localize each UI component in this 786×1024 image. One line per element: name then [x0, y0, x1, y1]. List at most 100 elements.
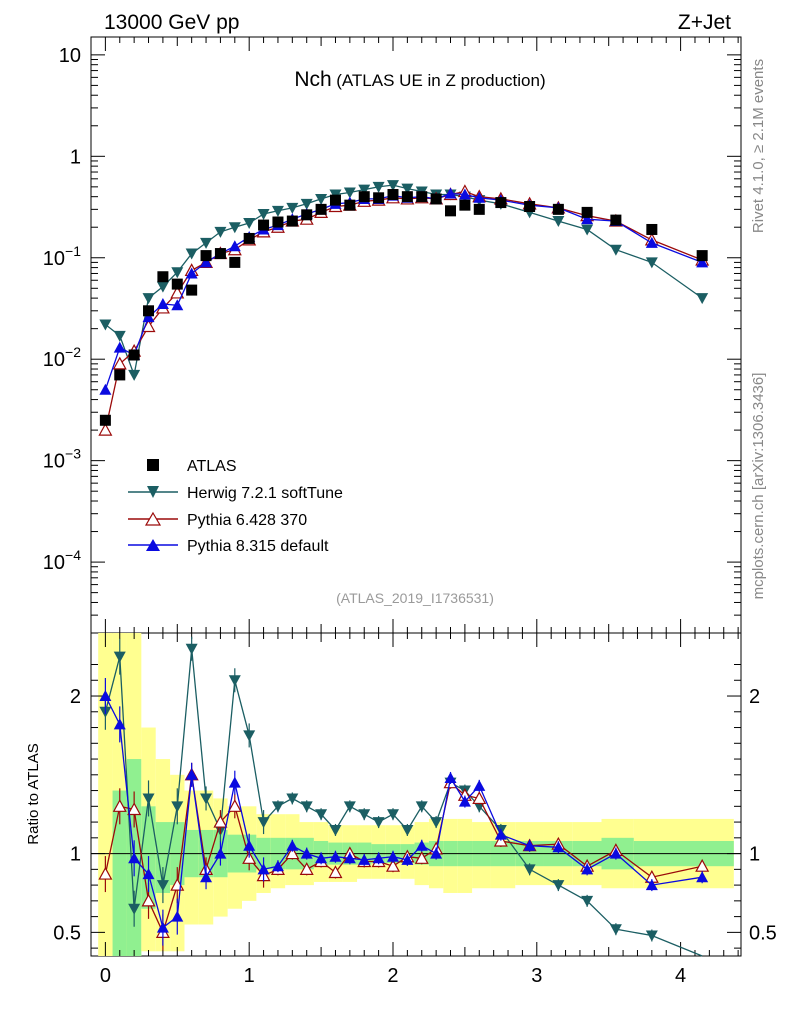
ratio-point-pythia8: [300, 847, 313, 859]
main-point-atlas: [416, 191, 428, 203]
ratio-point-herwig: [523, 864, 536, 876]
ratio-point-pythia8: [552, 841, 565, 853]
main-point-pythia8: [696, 256, 709, 268]
main-point-atlas: [214, 248, 226, 260]
ratio-point-herwig: [113, 651, 126, 663]
ratio-y-tick-label-right: 2: [749, 686, 760, 708]
ratio-point-pythia8: [494, 828, 507, 840]
main-series: [98, 180, 710, 436]
main-point-atlas: [272, 216, 284, 228]
main-point-atlas: [329, 194, 341, 206]
main-point-atlas: [430, 193, 442, 205]
main-point-herwig: [185, 248, 198, 260]
main-point-herwig: [171, 267, 184, 279]
ratio-point-herwig: [243, 730, 256, 742]
ratio-point-pythia8: [271, 860, 284, 872]
ratio-point-herwig: [343, 801, 356, 813]
ratio-point-herwig: [171, 801, 184, 813]
main-point-atlas: [495, 197, 507, 209]
main-point-atlas: [186, 284, 198, 296]
ratio-point-herwig: [430, 817, 443, 829]
ratio-point-pythia8: [609, 847, 622, 859]
ratio-point-pythia6: [227, 799, 242, 812]
ratio-point-herwig: [552, 880, 565, 892]
ratio-point-pythia8: [228, 776, 241, 788]
ratio-point-herwig: [581, 895, 594, 907]
main-point-pythia8: [156, 298, 169, 310]
ratio-plot-frame: [90, 632, 742, 957]
header-beam-label: 13000 GeV pp: [104, 11, 239, 34]
main-point-atlas: [581, 206, 593, 218]
ratio-point-pythia8: [581, 863, 594, 875]
axes-ticks: 10 1 10−1 10−2 10−3 10−4 0.5 0.5 1 1 2 2 0 1 2 3 4: [43, 37, 777, 987]
main-point-atlas: [200, 250, 212, 262]
ratio-point-pythia8: [329, 850, 342, 862]
main-point-herwig: [257, 208, 270, 220]
main-point-atlas: [459, 199, 471, 211]
main-point-herwig: [358, 184, 371, 196]
main-point-atlas: [301, 209, 313, 221]
ratio-point-pythia6: [127, 802, 142, 816]
main-point-herwig: [243, 218, 256, 230]
main-point-atlas: [114, 369, 126, 381]
ratio-point-pythia8: [473, 779, 486, 791]
x-tick-label: 2: [387, 965, 398, 987]
ratio-point-herwig: [415, 801, 428, 813]
ratio-point-herwig: [645, 930, 658, 942]
main-point-atlas: [445, 205, 457, 217]
ratio-line-herwig: [104, 648, 703, 957]
main-point-herwig: [609, 244, 622, 256]
ratio-point-pythia6: [385, 858, 401, 872]
legend-marker-atlas: [147, 459, 159, 471]
ratio-line-pythia8: [104, 695, 703, 929]
main-y-tick-label: 1: [70, 146, 81, 168]
ratio-point-pythia6: [141, 893, 156, 907]
ratio-point-pythia6: [285, 846, 300, 860]
ratio-point-pythia6: [472, 791, 487, 805]
x-tick-label: 4: [675, 965, 686, 987]
main-point-atlas: [387, 189, 399, 201]
ratio-point-pythia6: [213, 814, 228, 828]
main-point-herwig: [372, 181, 385, 193]
ratio-point-pythia8: [113, 718, 126, 730]
x-tick-label: 3: [531, 965, 542, 987]
main-point-atlas: [646, 223, 658, 235]
main-line-pythia6: [104, 190, 703, 431]
legend-marker-pythia6: [144, 511, 162, 526]
main-point-pythia8: [185, 267, 198, 279]
main-point-herwig: [286, 202, 299, 214]
main-point-herwig: [386, 180, 399, 192]
main-point-pythia8: [113, 341, 126, 353]
main-point-herwig: [99, 319, 112, 331]
main-point-herwig: [200, 237, 213, 249]
main-point-atlas: [552, 203, 564, 215]
legend-marker-herwig: [147, 486, 159, 498]
main-point-atlas: [473, 203, 485, 215]
main-point-atlas: [243, 232, 255, 244]
main-point-herwig: [128, 369, 141, 381]
ratio-y-tick-label-right: 0.5: [749, 922, 777, 944]
main-point-atlas: [286, 215, 298, 227]
header-process-label: Z+Jet: [678, 11, 731, 34]
ratio-point-herwig: [286, 793, 299, 805]
ratio-series: [98, 636, 710, 957]
ratio-point-pythia8: [523, 839, 536, 851]
main-point-atlas: [99, 414, 111, 426]
main-point-pythia8: [200, 256, 213, 268]
ratio-point-herwig: [401, 824, 414, 836]
ratio-point-herwig: [372, 817, 385, 829]
legend-label-atlas: ATLAS: [187, 458, 237, 475]
legend-marker-pythia8: [146, 539, 160, 551]
ratio-point-herwig: [358, 809, 371, 821]
main-point-pythia6: [112, 356, 127, 370]
main-line-pythia8: [104, 192, 703, 390]
legend-label-pythia8: Pythia 8.315 default: [187, 538, 329, 555]
ratio-point-pythia6: [414, 851, 429, 864]
ratio-point-pythia8: [415, 839, 428, 851]
ratio-point-pythia8: [358, 853, 371, 865]
ratio-point-herwig: [142, 793, 155, 805]
ratio-point-pythia8: [200, 871, 213, 883]
main-point-atlas: [358, 191, 370, 203]
ratio-point-pythia8: [343, 852, 356, 864]
